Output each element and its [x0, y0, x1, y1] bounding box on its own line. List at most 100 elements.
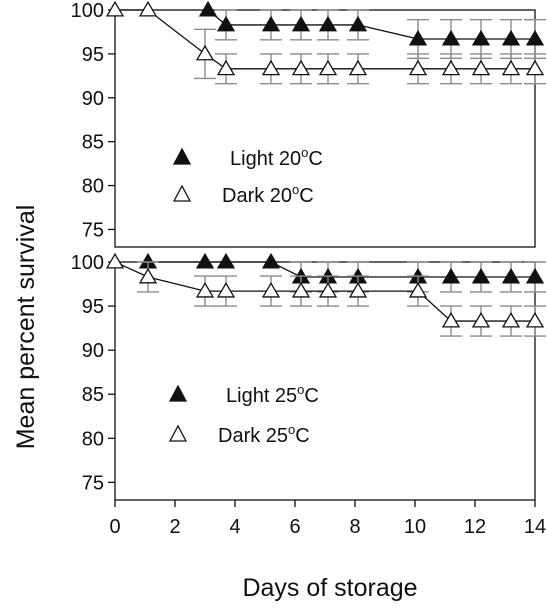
- data-point: [105, 252, 125, 269]
- data-point: [348, 15, 368, 32]
- data-point: [525, 267, 545, 284]
- y-tick-label: 75: [82, 472, 104, 494]
- legend-label-text: Light 20: [230, 148, 301, 170]
- data-point: [195, 282, 215, 298]
- legend-entry: Light 20oC: [172, 145, 323, 170]
- data-point: [501, 311, 521, 328]
- x-tick-label: 8: [349, 516, 360, 538]
- x-tick-label: 12: [464, 516, 486, 538]
- data-point: [501, 29, 521, 46]
- data-point: [525, 29, 545, 46]
- data-point: [198, 0, 218, 17]
- data-point: [318, 282, 338, 298]
- data-point: [471, 311, 491, 328]
- x-tick-label: 0: [109, 516, 120, 538]
- data-point: [408, 282, 428, 298]
- data-point: [138, 0, 158, 17]
- series-dark-20: [105, 0, 546, 85]
- data-point: [348, 282, 368, 298]
- data-point: [291, 282, 311, 298]
- x-tick-label: 2: [169, 516, 180, 538]
- legend-label: Light 25oC: [226, 382, 319, 407]
- legend-label: Dark 25oC: [218, 422, 310, 447]
- data-point: [105, 0, 125, 17]
- y-tick-label: 100: [71, 0, 104, 22]
- series-light-20: [198, 0, 546, 59]
- data-point: [441, 29, 461, 46]
- legend-label-text: Light 25: [226, 385, 297, 407]
- data-point: [261, 59, 281, 76]
- legend-entry: Dark 20oC: [172, 182, 314, 207]
- legend-marker: [172, 147, 192, 165]
- y-tick-label: 90: [82, 88, 104, 110]
- x-tick-label: 6: [289, 516, 300, 538]
- data-point: [318, 15, 338, 32]
- legend-label-degree: o: [301, 145, 308, 160]
- x-tick-label: 14: [524, 516, 546, 538]
- legend-label-unit: C: [299, 185, 313, 207]
- legend-label: Dark 20oC: [222, 182, 314, 207]
- data-point: [525, 59, 545, 76]
- data-point: [408, 29, 428, 46]
- series-light-25: [138, 252, 546, 293]
- data-point: [441, 59, 461, 76]
- legend-label-unit: C: [295, 425, 309, 447]
- legend-marker: [168, 384, 188, 402]
- data-point: [138, 267, 158, 284]
- legend-label-degree: o: [297, 382, 304, 397]
- x-tick-label: 10: [404, 516, 426, 538]
- plot-frame: [114, 9, 536, 248]
- data-point: [408, 59, 428, 76]
- data-point: [291, 15, 311, 32]
- series-line: [207, 9, 535, 40]
- legend-marker: [168, 424, 188, 442]
- legend-label-degree: o: [288, 422, 295, 437]
- series-dark-25: [105, 252, 546, 337]
- data-point: [471, 59, 491, 76]
- y-tick-label: 85: [82, 384, 104, 406]
- data-point: [261, 282, 281, 298]
- legend-marker: [172, 184, 192, 202]
- data-point: [525, 311, 545, 328]
- data-point: [471, 29, 491, 46]
- legend-entry: Light 25oC: [168, 382, 319, 407]
- data-point: [195, 44, 215, 61]
- data-point: [216, 15, 236, 32]
- data-point: [471, 267, 491, 284]
- data-point: [216, 59, 236, 76]
- data-point: [216, 282, 236, 298]
- y-tick-label: 80: [82, 176, 104, 198]
- data-point: [318, 59, 338, 76]
- legend-label-unit: C: [304, 385, 318, 407]
- data-point: [501, 267, 521, 284]
- y-axis-label: Mean percent survival: [12, 205, 40, 450]
- x-tick-label: 4: [229, 516, 240, 538]
- legend-label-text: Dark 25: [218, 425, 288, 447]
- legend-entry: Dark 25oC: [168, 422, 310, 447]
- data-point: [441, 267, 461, 284]
- y-tick-label: 100: [71, 252, 104, 274]
- data-point: [195, 252, 215, 269]
- data-point: [348, 59, 368, 76]
- y-tick-label: 95: [82, 44, 104, 66]
- legend-label: Light 20oC: [230, 145, 323, 170]
- data-point: [216, 252, 236, 269]
- y-tick-label: 85: [82, 132, 104, 154]
- y-tick-label: 80: [82, 428, 104, 450]
- y-tick-label: 90: [82, 340, 104, 362]
- y-tick-label: 75: [82, 219, 104, 241]
- data-point: [261, 252, 281, 269]
- x-axis-label: Days of storage: [242, 574, 417, 602]
- data-point: [291, 59, 311, 76]
- y-tick-label: 95: [82, 296, 104, 318]
- data-point: [261, 15, 281, 32]
- legend-label-degree: o: [292, 182, 299, 197]
- data-point: [441, 311, 461, 328]
- legend-label-text: Dark 20: [222, 185, 292, 207]
- plot-frame: [114, 261, 536, 501]
- legend-label-unit: C: [308, 148, 322, 170]
